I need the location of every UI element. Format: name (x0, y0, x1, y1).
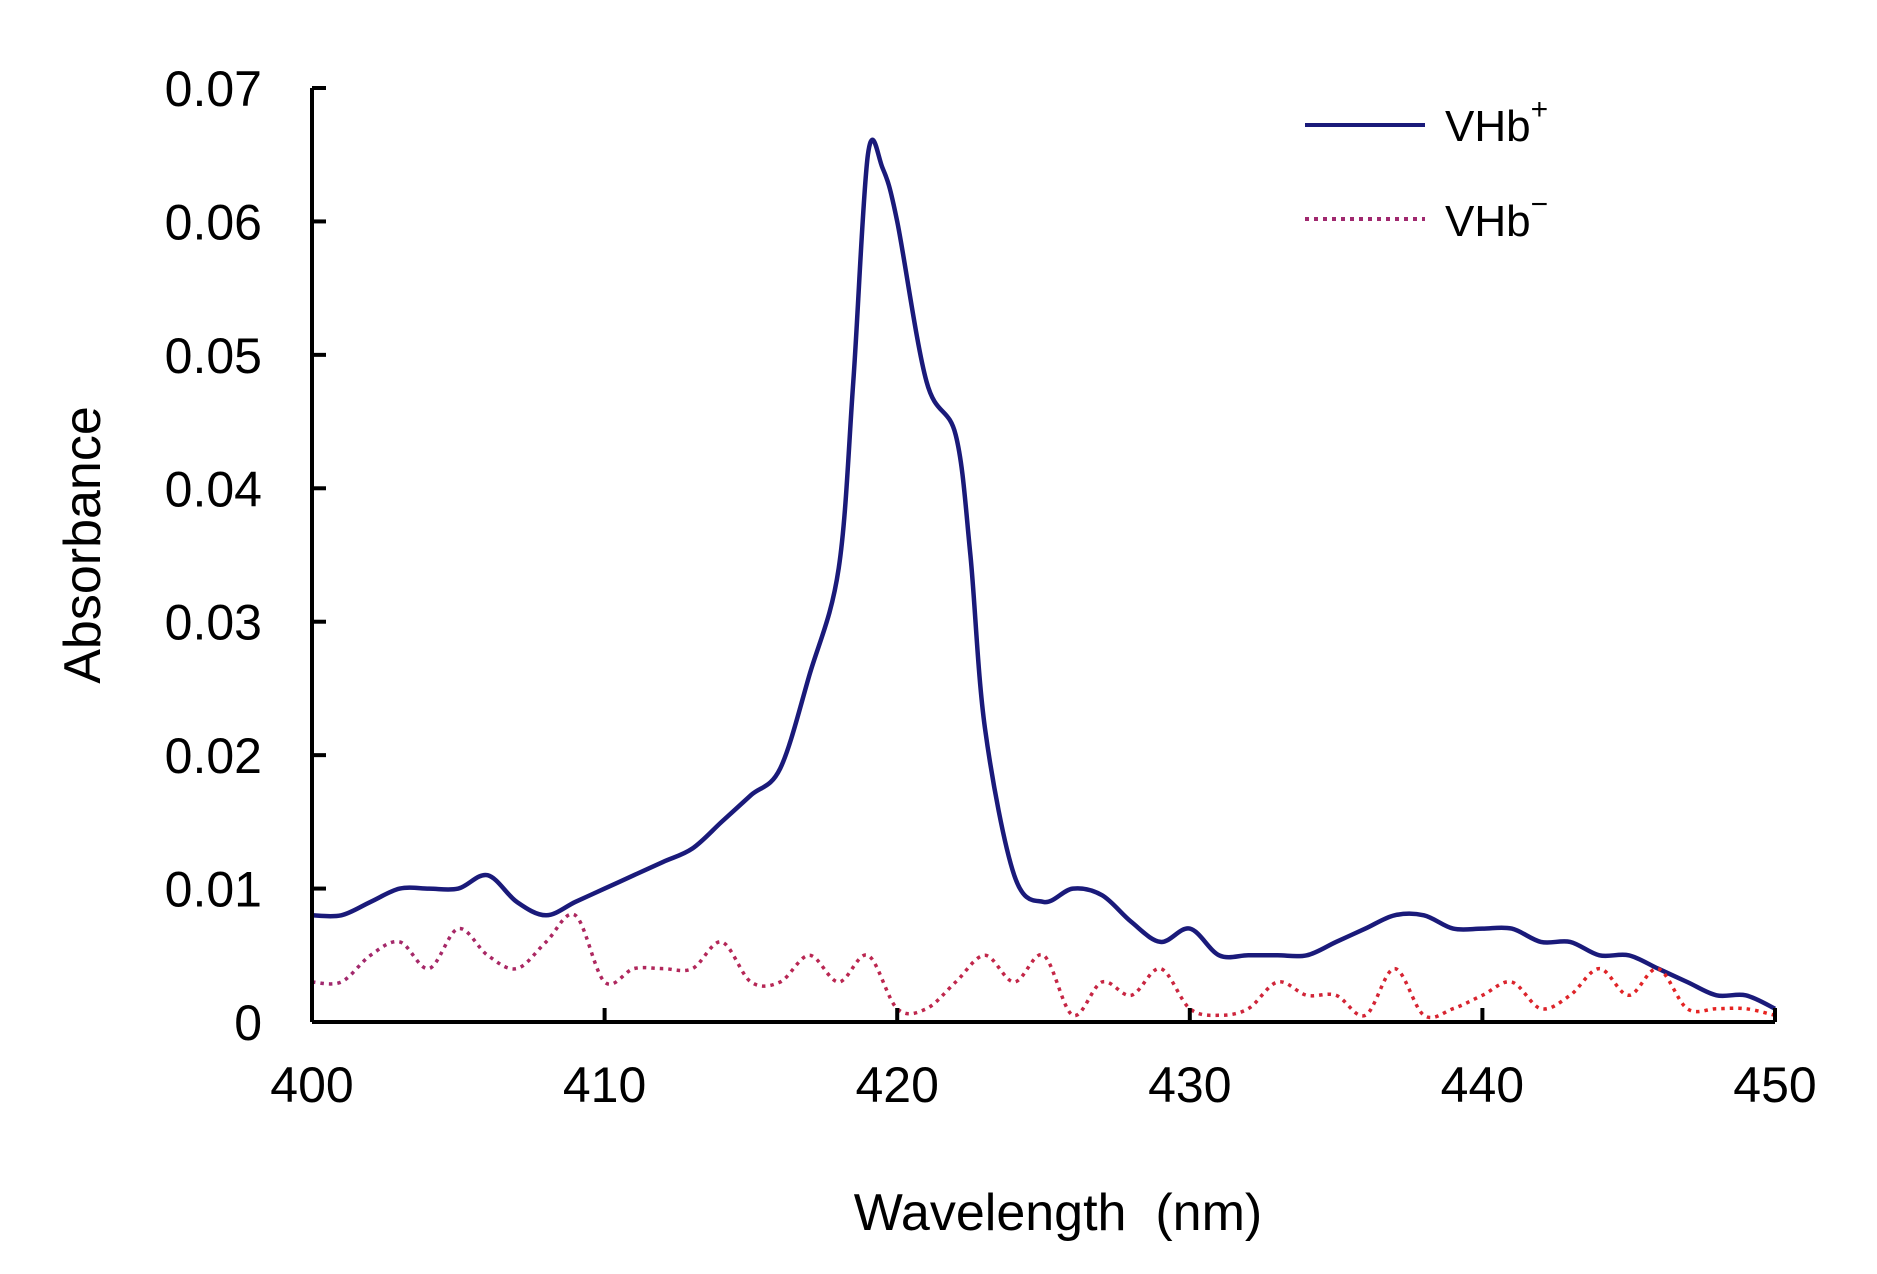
y-tick-label: 0 (234, 995, 262, 1051)
series-vhb-plus-line (311, 137, 1777, 1011)
y-tick-label: 0.04 (165, 461, 262, 517)
x-axis-title: Wavelength (nm) (854, 1184, 1262, 1242)
legend: VHb+ VHb− (1305, 93, 1548, 246)
y-axis-title: Absorbance (54, 406, 112, 684)
series-vhb-minus-line (311, 912, 1776, 1020)
x-tick-label: 400 (270, 1057, 353, 1113)
ticks-layer: 400 410 420 430 440 450 0 0.01 0.02 0.03 0.04 0.05 0… (165, 61, 1817, 1113)
y-tick-label: 0.07 (165, 61, 262, 117)
x-tick-label: 450 (1733, 1057, 1816, 1113)
legend-label-vhb-minus: VHb− (1445, 188, 1548, 246)
y-tick-label: 0.01 (165, 862, 262, 918)
x-tick-label: 410 (563, 1057, 646, 1113)
series-layer (311, 137, 1777, 1020)
x-tick-label: 420 (855, 1057, 938, 1113)
y-tick-label: 0.02 (165, 728, 262, 784)
axes-layer (310, 88, 1775, 1024)
y-tick-label: 0.06 (165, 194, 262, 250)
y-tick-label: 0.03 (165, 595, 262, 651)
x-tick-label: 440 (1441, 1057, 1524, 1113)
legend-label-vhb-plus: VHb+ (1445, 93, 1548, 151)
x-tick-label: 430 (1148, 1057, 1231, 1113)
y-tick-label: 0.05 (165, 328, 262, 384)
